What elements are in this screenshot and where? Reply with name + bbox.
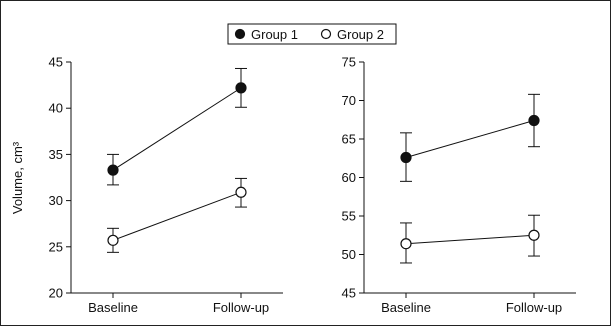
right-y-tick-label: 45 (342, 286, 356, 301)
right-series-1-point (401, 152, 411, 162)
right-y-tick-label: 60 (342, 170, 356, 185)
right-x-tick-label: Baseline (381, 300, 431, 315)
right-series-1-line (406, 121, 534, 158)
left-x-tick-label: Baseline (88, 300, 138, 315)
right-series-1-point (529, 116, 539, 126)
right-y-tick-label: 50 (342, 247, 356, 262)
left-x-tick-label: Follow-up (213, 300, 269, 315)
right-series-2-point (529, 230, 539, 240)
legend-label-group-1: Group 1 (251, 27, 298, 42)
left-series-1-line (113, 88, 241, 170)
legend-label-group-2: Group 2 (337, 27, 384, 42)
left-y-tick-label: 45 (49, 55, 63, 70)
left-y-tick-label: 25 (49, 239, 63, 254)
right-y-tick-label: 75 (342, 55, 356, 70)
legend: Group 1 Group 2 (228, 24, 396, 44)
y-axis-title: Volume, cm³ (10, 141, 25, 214)
right-x-tick-label: Follow-up (506, 300, 562, 315)
left-series-1-point (108, 165, 118, 175)
legend-marker-group-2 (322, 30, 331, 39)
chart-panel-left: 20 25 30 35 40 45 Baseline Follow-up (49, 55, 283, 316)
left-y-tick-label: 30 (49, 193, 63, 208)
right-y-tick-label: 55 (342, 209, 356, 224)
left-y-tick-label: 20 (49, 286, 63, 301)
left-y-tick-label: 40 (49, 101, 63, 116)
right-series-2-line (406, 235, 534, 243)
left-series-1-point (236, 83, 246, 93)
chart-panel-right: 45 50 55 60 65 70 75 Baseline Follow-up (342, 55, 576, 316)
right-series-2-point (401, 239, 411, 249)
left-series-2-point (108, 235, 118, 245)
right-y-tick-label: 70 (342, 93, 356, 108)
legend-marker-group-1 (236, 30, 245, 39)
left-y-tick-label: 35 (49, 147, 63, 162)
right-y-tick-label: 65 (342, 132, 356, 147)
left-series-2-point (236, 187, 246, 197)
left-series-2-line (113, 192, 241, 240)
